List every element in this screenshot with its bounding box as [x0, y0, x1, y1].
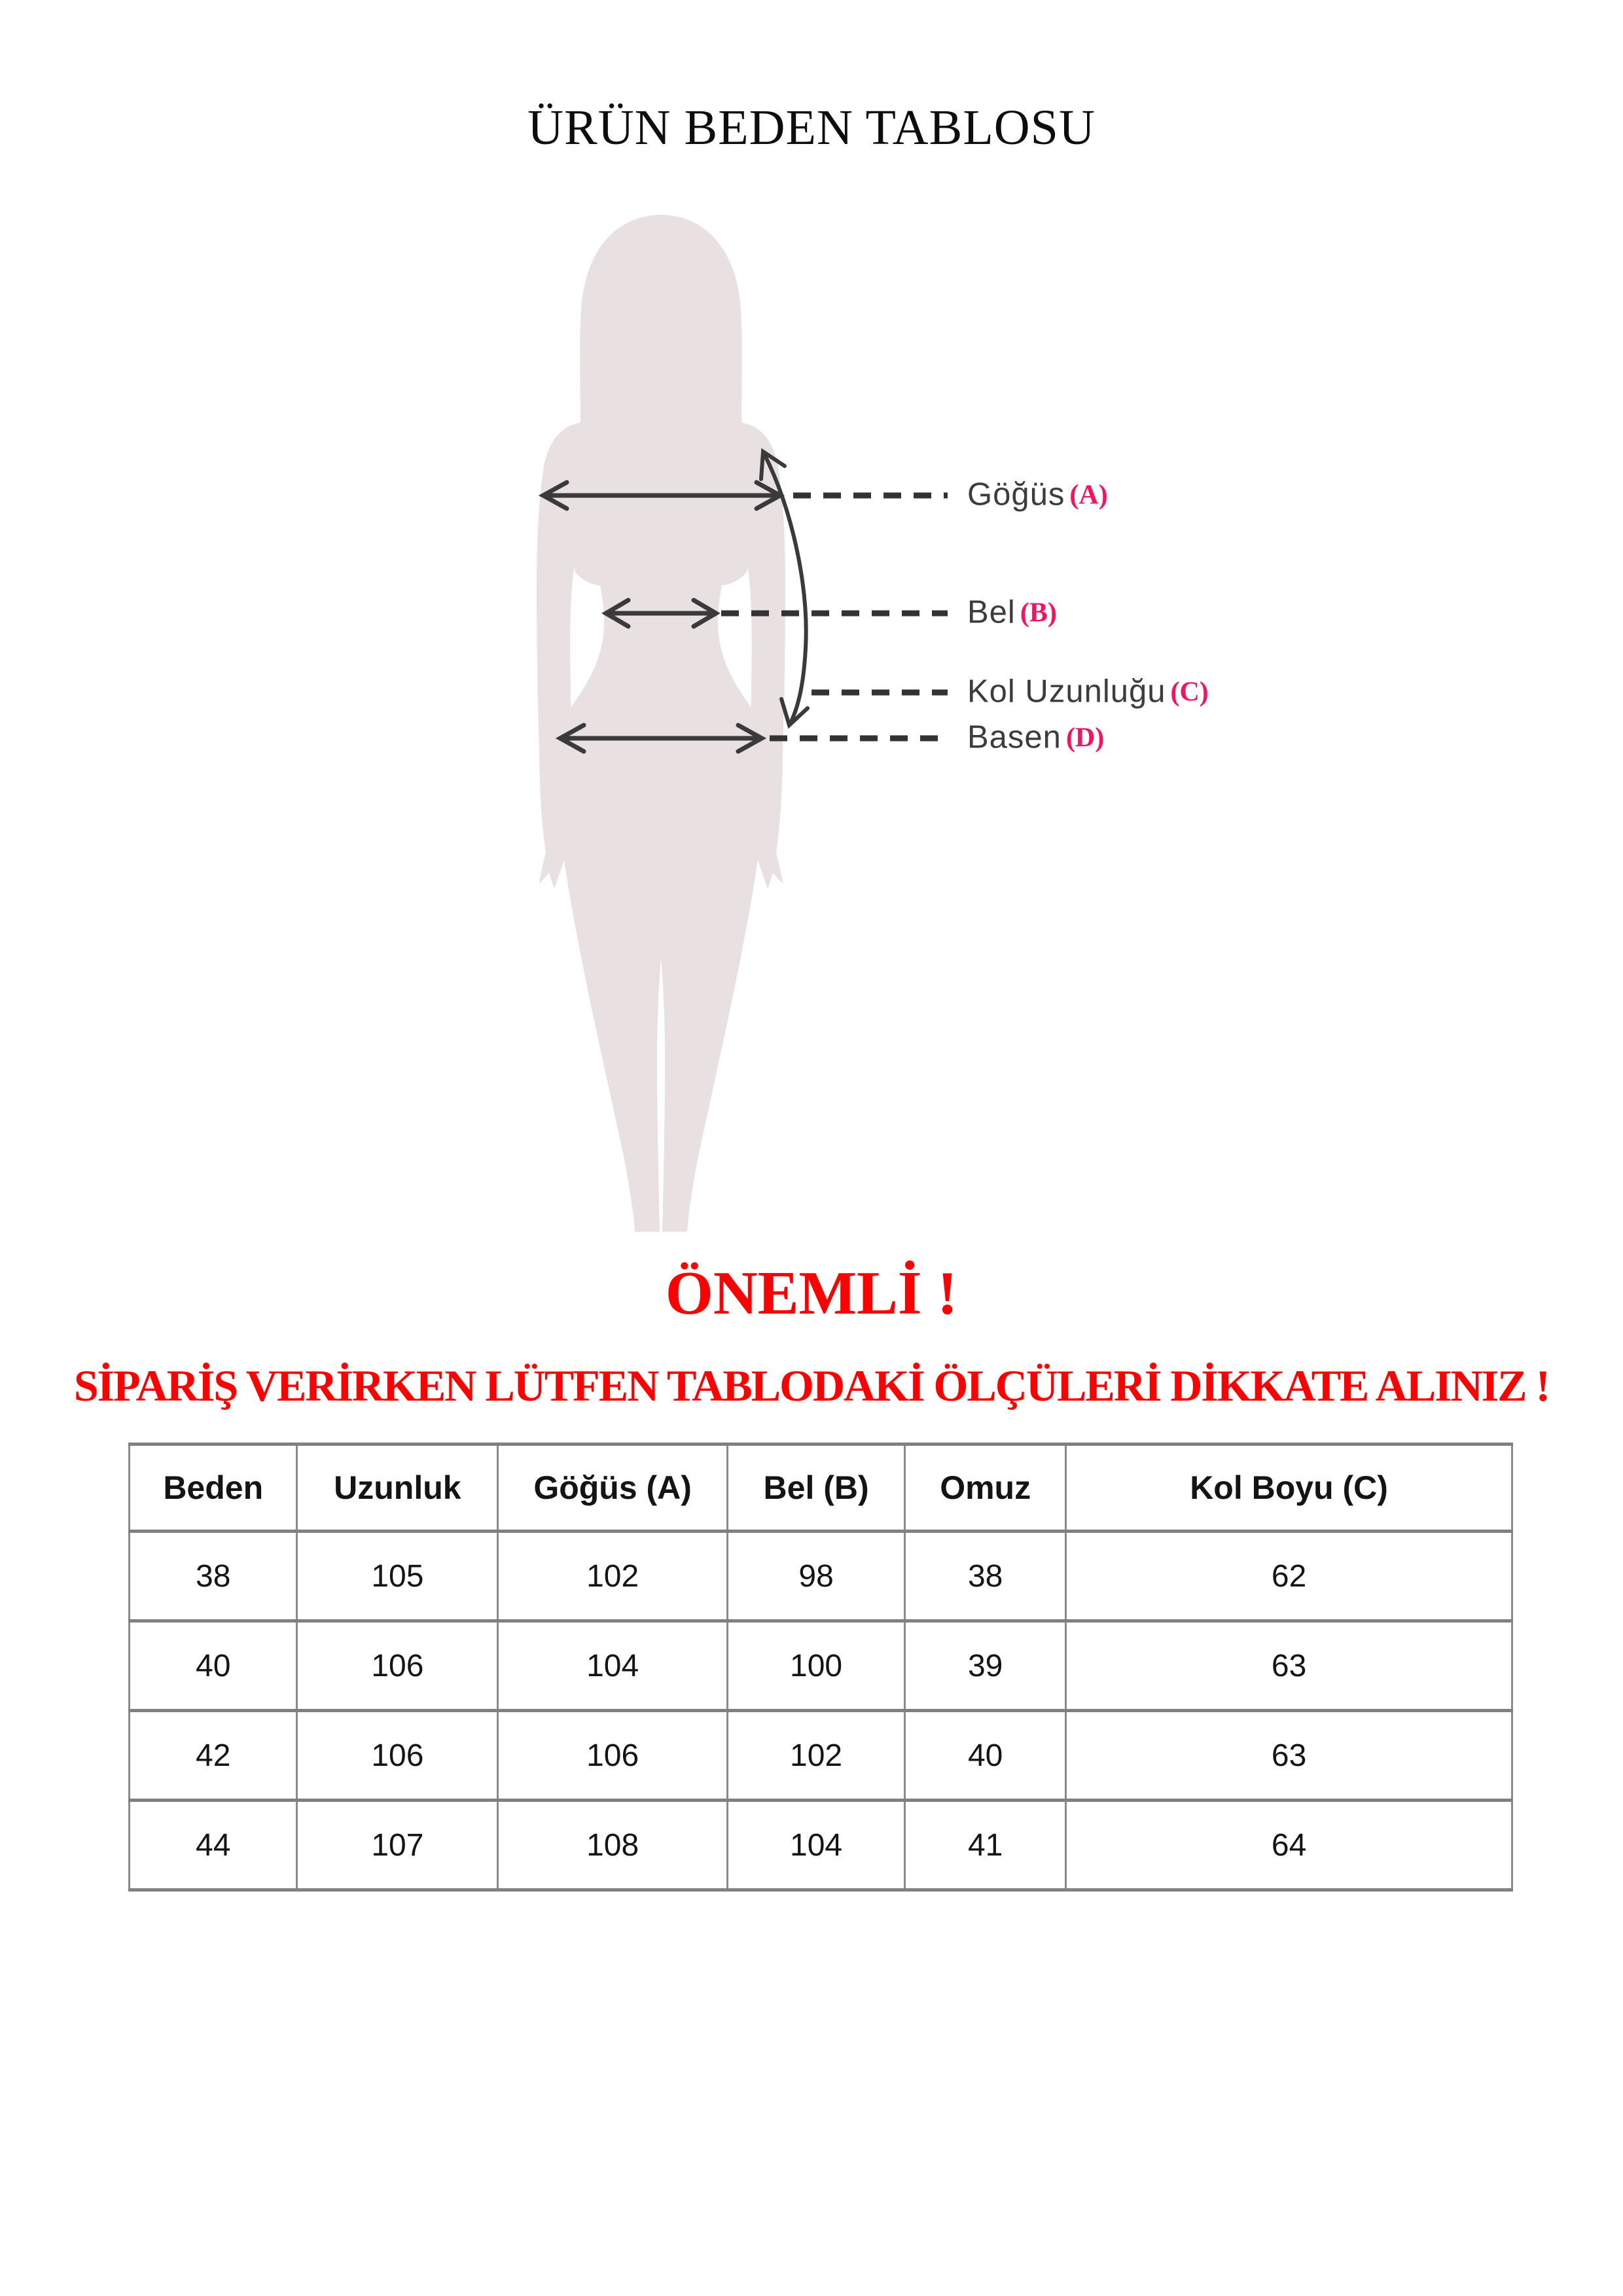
waist-label-text: Bel — [967, 594, 1016, 630]
header-kol-boyu: Kol Boyu (C) — [1065, 1443, 1513, 1533]
size-table-header-row: Beden Uzunluk Göğüs (A) Bel (B) Omuz Kol… — [128, 1443, 1513, 1533]
warning-heading: ÖNEMLİ ! — [665, 1259, 958, 1327]
silhouette-hair — [573, 215, 749, 587]
table-cell: 38 — [128, 1530, 298, 1623]
table-cell: 104 — [726, 1799, 906, 1892]
table-cell: 102 — [497, 1530, 729, 1623]
table-cell: 42 — [128, 1709, 298, 1802]
table-cell: 38 — [904, 1530, 1067, 1623]
table-cell: 41 — [904, 1799, 1067, 1892]
table-cell: 63 — [1065, 1619, 1513, 1712]
table-cell: 98 — [726, 1530, 906, 1623]
table-cell: 108 — [497, 1799, 729, 1892]
table-cell: 40 — [128, 1619, 298, 1712]
measurement-diagram-graphic — [537, 215, 948, 1232]
hip-label-text: Basen — [967, 719, 1061, 755]
table-cell: 106 — [296, 1619, 499, 1712]
table-row-size-42: 42 106 106 102 40 63 — [128, 1709, 1513, 1802]
header-beden: Beden — [128, 1443, 298, 1533]
table-cell: 105 — [296, 1530, 499, 1623]
table-cell: 39 — [904, 1619, 1067, 1712]
table-cell: 100 — [726, 1619, 906, 1712]
chest-label-code: (A) — [1069, 480, 1108, 511]
table-row-size-38: 38 105 102 98 38 62 — [128, 1530, 1513, 1623]
chest-label-text: Göğüs — [967, 476, 1065, 512]
table-cell: 62 — [1065, 1530, 1513, 1623]
hip-label-code: (D) — [1065, 723, 1105, 753]
header-bel: Bel (B) — [726, 1443, 906, 1533]
arm-length-arrow — [759, 448, 810, 729]
page-title: ÜRÜN BEDEN TABLOSU — [527, 100, 1096, 155]
table-row-size-40: 40 106 104 100 39 63 — [128, 1619, 1513, 1712]
arm-length-measure-label: Kol Uzunluğu (C) — [967, 673, 1209, 709]
table-row-size-44: 44 107 108 104 41 64 — [128, 1799, 1513, 1892]
table-cell: 106 — [497, 1709, 729, 1802]
table-cell: 44 — [128, 1799, 298, 1892]
header-omuz: Omuz — [904, 1443, 1067, 1533]
size-table: Beden Uzunluk Göğüs (A) Bel (B) Omuz Kol… — [128, 1443, 1513, 1892]
table-cell: 102 — [726, 1709, 906, 1802]
table-cell: 106 — [296, 1709, 499, 1802]
warning-message: SİPARİŞ VERİRKEN LÜTFEN TABLODAKİ ÖLÇÜLE… — [73, 1361, 1550, 1410]
arm-length-label-code: (C) — [1170, 677, 1209, 708]
table-cell: 63 — [1065, 1709, 1513, 1802]
chest-measure-label: Göğüs (A) — [967, 476, 1108, 512]
waist-width-arrow — [601, 598, 721, 629]
waist-measure-label: Bel (B) — [967, 594, 1057, 630]
measurement-diagram: Göğüs (A) Bel (B) Kol Uzunluğu (C) Basen (D) — [537, 215, 1209, 1232]
header-gogus: Göğüs (A) — [497, 1443, 729, 1533]
female-body-silhouette — [537, 416, 785, 1232]
table-cell: 40 — [904, 1709, 1067, 1802]
arm-length-label-text: Kol Uzunluğu — [967, 673, 1166, 709]
table-cell: 107 — [296, 1799, 499, 1892]
table-cell: 104 — [497, 1619, 729, 1712]
hip-width-arrow — [555, 723, 767, 754]
header-uzunluk: Uzunluk — [296, 1443, 499, 1533]
table-cell: 64 — [1065, 1799, 1513, 1892]
hip-measure-label: Basen (D) — [967, 719, 1105, 755]
waist-label-code: (B) — [1020, 598, 1057, 628]
